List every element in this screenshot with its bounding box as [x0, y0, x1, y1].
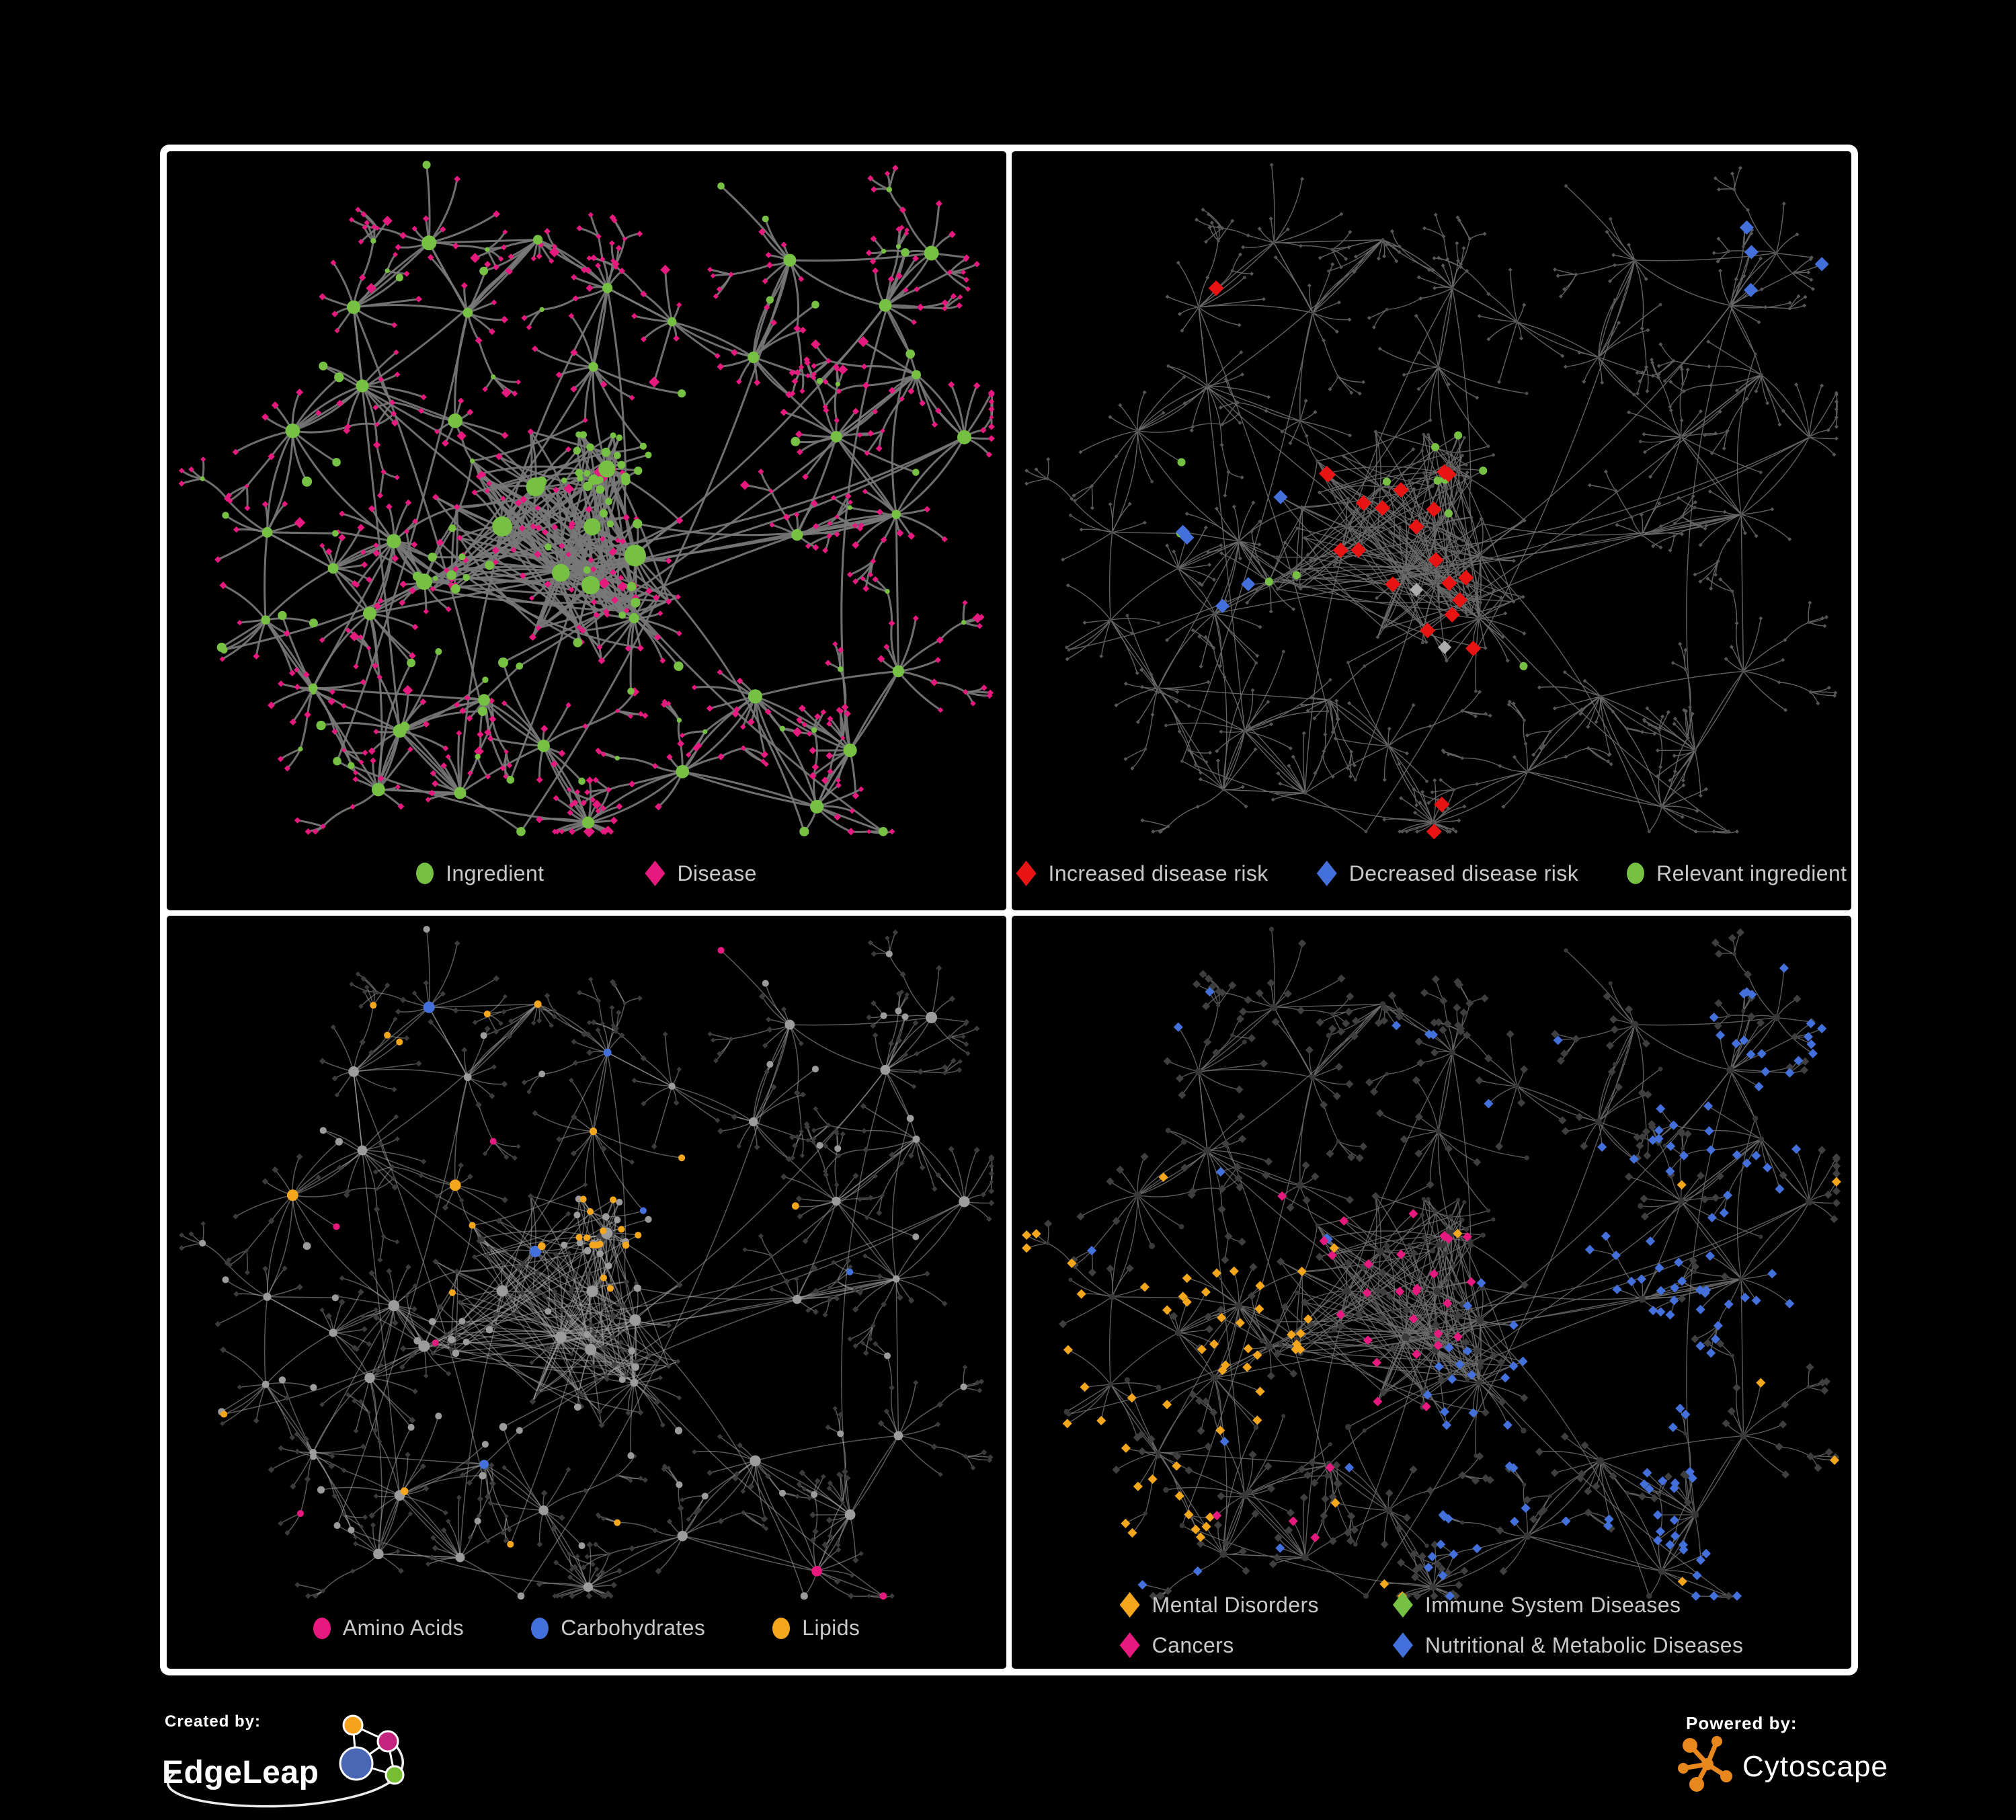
edgeleap-brand-text: EdgeLeap [162, 1755, 319, 1790]
legend-label: Increased disease risk [1048, 861, 1268, 885]
legend-item-cancers: Cancers [1119, 1632, 1319, 1658]
legend-label: Cancers [1152, 1632, 1234, 1657]
panel-disease-categories: Mental Disorders Immune System Diseases … [1012, 916, 1851, 1669]
disease-diamond-icon [645, 861, 666, 886]
legend-label: Amino Acids [342, 1616, 465, 1640]
legend-nutrient-categories: Amino Acids Carbohydrates Lipids [167, 1616, 1006, 1640]
ingredient-circle-icon [416, 863, 434, 884]
legend-item-lipids: Lipids [772, 1616, 860, 1640]
legend-item-immune-system-diseases: Immune System Diseases [1392, 1592, 1743, 1618]
panel-grid: Ingredient Disease Increased disease ris… [160, 145, 1858, 1675]
edgeleap-network-icon [339, 1714, 405, 1785]
legend-item-decreased-risk: Decreased disease risk [1316, 861, 1579, 886]
increased-risk-diamond-icon [1016, 861, 1037, 886]
legend-item-carbohydrates: Carbohydrates [531, 1616, 705, 1640]
powered-by-label: Powered by: [1686, 1713, 1798, 1733]
legend-label: Decreased disease risk [1348, 861, 1579, 885]
legend-label: Relevant ingredient [1656, 861, 1847, 885]
immune-diseases-diamond-icon [1392, 1592, 1413, 1618]
legend-item-mental-disorders: Mental Disorders [1119, 1592, 1319, 1618]
legend-label: Ingredient [446, 861, 545, 885]
cytoscape-network-icon [1678, 1736, 1732, 1792]
carbohydrates-circle-icon [531, 1617, 549, 1639]
created-by-label: Created by: [165, 1712, 261, 1731]
lipids-circle-icon [772, 1617, 791, 1639]
panel-nutrient-categories: Amino Acids Carbohydrates Lipids [167, 916, 1006, 1669]
network-graph-disease-risk [1024, 163, 1839, 840]
legend-item-ingredient: Ingredient [416, 861, 544, 886]
panel-ingredient-disease: Ingredient Disease [167, 151, 1006, 910]
relevant-ingredient-circle-icon [1627, 863, 1645, 884]
cytoscape-logo: Powered by: Cytoscape [1678, 1713, 1888, 1792]
cancers-diamond-icon [1119, 1632, 1140, 1658]
legend-label: Disease [677, 861, 757, 885]
legend-label: Mental Disorders [1152, 1592, 1319, 1617]
legend-item-relevant-ingredient: Relevant ingredient [1627, 861, 1847, 886]
legend-item-disease: Disease [645, 861, 756, 886]
nutritional-metabolic-diamond-icon [1392, 1632, 1413, 1658]
legend-label: Lipids [802, 1616, 860, 1640]
network-graph-ingredient-disease [178, 161, 995, 838]
legend-disease-risk: Increased disease risk Decreased disease… [1012, 861, 1851, 886]
legend-ingredient-disease: Ingredient Disease [167, 861, 1006, 886]
legend-label: Nutritional & Metabolic Diseases [1424, 1632, 1744, 1657]
legend-item-amino-acids: Amino Acids [313, 1616, 464, 1640]
cytoscape-brand-text: Cytoscape [1742, 1750, 1888, 1783]
legend-label: Immune System Diseases [1424, 1592, 1681, 1617]
panel-disease-risk: Increased disease risk Decreased disease… [1012, 151, 1851, 910]
network-graph-disease-categories [1022, 926, 1841, 1601]
mental-disorders-diamond-icon [1119, 1592, 1140, 1618]
decreased-risk-diamond-icon [1316, 861, 1337, 886]
legend-item-increased-risk: Increased disease risk [1016, 861, 1268, 886]
legend-label: Carbohydrates [561, 1616, 706, 1640]
network-graph-nutrient-categories [179, 926, 995, 1600]
legend-grid: Mental Disorders Immune System Diseases … [1119, 1592, 1744, 1658]
edgeleap-logo: Created by: EdgeLeap [162, 1712, 405, 1808]
legend-disease-categories: Mental Disorders Immune System Diseases … [1012, 1592, 1851, 1658]
amino-acids-circle-icon [313, 1617, 331, 1639]
legend-item-nutritional-metabolic-diseases: Nutritional & Metabolic Diseases [1392, 1632, 1744, 1658]
